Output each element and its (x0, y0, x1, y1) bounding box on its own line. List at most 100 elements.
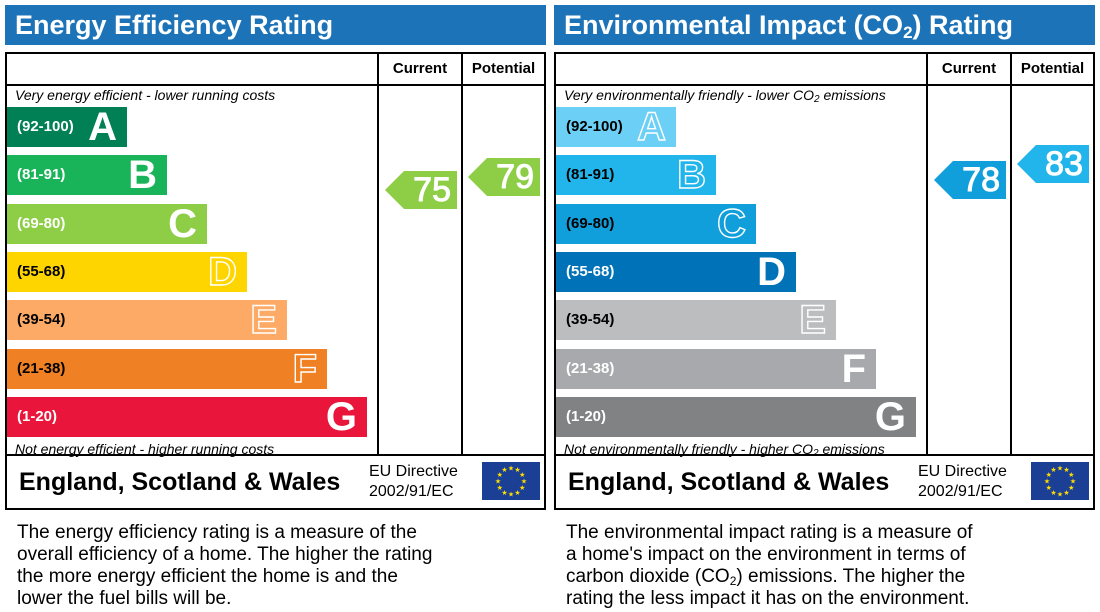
band-letter: E (250, 297, 278, 343)
panel-title: Energy Efficiency Rating (5, 5, 546, 45)
band-range: (39-54) (17, 311, 66, 329)
band-letter: C (716, 201, 746, 246)
svg-text:★: ★ (1050, 466, 1056, 474)
svg-text:★: ★ (1070, 478, 1076, 486)
description-line: the more energy efficient the home is an… (17, 566, 398, 587)
directive-line-1: EU Directive (369, 463, 458, 480)
panel-title: Environmental Impact (CO2) Rating (554, 5, 1095, 45)
current-arrow-shape (934, 161, 1006, 200)
environmental-impact-panel: Environmental Impact (CO2) Rating Curren… (554, 5, 1095, 510)
band-range: (21-38) (17, 359, 66, 377)
potential-rating-arrow: 79 (468, 157, 540, 196)
note-bottom: Not energy efficient - higher running co… (15, 441, 275, 457)
energy-efficiency-description: The energy efficiency rating is a measur… (17, 522, 432, 610)
svg-text:★: ★ (495, 478, 501, 486)
directive-line-2: 2002/91/EC (918, 483, 1003, 500)
band-range: (81-91) (566, 166, 615, 184)
band-letter: F (841, 346, 866, 391)
svg-text:★: ★ (514, 466, 520, 474)
energy-efficiency-panel: Energy Efficiency Rating Current Potenti… (5, 5, 546, 510)
current-rating-value: 78 (962, 161, 1001, 200)
potential-column-header: Potential (1020, 60, 1085, 77)
svg-text:★: ★ (1050, 489, 1056, 497)
rating-band-d: (55-68) D (556, 249, 796, 294)
rating-band-f: (21-38) F (7, 346, 327, 391)
svg-text:★: ★ (1068, 471, 1074, 479)
region-label: England, Scotland & Wales (568, 468, 890, 496)
svg-text:★: ★ (508, 491, 514, 499)
rating-band-d: (55-68) D (7, 249, 247, 295)
current-arrow-shape (385, 171, 457, 210)
svg-text:★: ★ (1046, 484, 1052, 492)
region-label: England, Scotland & Wales (19, 468, 341, 496)
svg-text:★: ★ (1046, 471, 1052, 479)
svg-text:★: ★ (497, 471, 503, 479)
current-column-header: Current (941, 60, 997, 77)
potential-arrow-shape (1017, 144, 1089, 183)
rating-table: Current Potential Very environmentally f… (554, 52, 1095, 510)
current-rating-arrow: 78 (934, 161, 1006, 200)
svg-text:★: ★ (1068, 484, 1074, 492)
eu-directive: EU Directive 2002/91/EC (369, 462, 458, 502)
band-range: (1-20) (566, 407, 607, 425)
rating-band-a: (92-100) A (556, 104, 676, 150)
svg-text:★: ★ (1057, 465, 1063, 473)
potential-rating-value: 79 (496, 157, 535, 196)
svg-text:★: ★ (501, 466, 507, 474)
band-letter: A (88, 105, 117, 149)
rating-band-b: (81-91) B (556, 153, 716, 198)
description-line: lower the fuel bills will be. (17, 588, 232, 609)
rating-band-c: (69-80) C (556, 201, 756, 246)
band-range: (69-80) (17, 214, 66, 232)
band-letter: B (128, 153, 157, 198)
band-range: (39-54) (566, 311, 615, 329)
description-line: overall efficiency of a home. The higher… (17, 544, 433, 565)
rating-band-e: (39-54) E (7, 297, 287, 343)
directive-line-2: 2002/91/EC (369, 483, 454, 500)
band-range: (55-68) (17, 262, 66, 280)
description-line: carbon dioxide (CO2) emissions. The high… (566, 566, 966, 588)
rating-band-c: (69-80) C (7, 202, 207, 246)
eu-flag-icon: ★ ★ ★ ★ ★ ★ ★ ★ ★ ★ ★ ★ (482, 462, 540, 500)
potential-column-header: Potential (471, 60, 536, 77)
current-rating-arrow: 75 (385, 171, 457, 210)
potential-rating-value: 83 (1045, 144, 1084, 183)
svg-text:★: ★ (1044, 478, 1050, 486)
band-range: (81-91) (17, 166, 66, 184)
potential-arrow-shape (468, 157, 540, 196)
note-bottom: Not environmentally friendly - higher CO… (564, 441, 885, 459)
band-range: (92-100) (566, 118, 623, 135)
rating-band-g: (1-20) G (7, 394, 367, 439)
description-line: The environmental impact rating is a mea… (566, 522, 973, 543)
eu-directive: EU Directive 2002/91/EC (918, 462, 1007, 502)
band-range: (1-20) (17, 407, 58, 425)
rating-band-e: (39-54) E (556, 297, 836, 343)
description-line: rating the less impact it has on the env… (566, 588, 970, 609)
description-line: The energy efficiency rating is a measur… (17, 522, 417, 543)
band-letter: G (325, 394, 357, 439)
svg-text:★: ★ (514, 489, 520, 497)
band-range: (21-38) (566, 359, 615, 377)
svg-text:★: ★ (508, 465, 514, 473)
rating-band-b: (81-91) B (7, 153, 167, 198)
note-top: Very environmentally friendly - lower CO… (564, 87, 886, 105)
rating-band-g: (1-20) G (556, 394, 916, 439)
band-range: (92-100) (17, 118, 74, 135)
rating-band-f: (21-38) F (556, 346, 876, 391)
band-range: (69-80) (566, 214, 615, 232)
band-letter: G (874, 394, 906, 439)
potential-rating-arrow: 83 (1017, 144, 1089, 183)
environmental-impact-description: The environmental impact rating is a mea… (566, 522, 973, 610)
band-range: (55-68) (566, 262, 615, 280)
band-letter: A (636, 104, 666, 149)
svg-text:★: ★ (1057, 491, 1063, 499)
current-column-header: Current (392, 60, 448, 77)
eu-flag-icon: ★ ★ ★ ★ ★ ★ ★ ★ ★ ★ ★ ★ (1031, 462, 1089, 500)
svg-text:★: ★ (501, 489, 507, 497)
svg-text:★: ★ (519, 471, 525, 479)
svg-text:★: ★ (497, 484, 503, 492)
svg-text:★: ★ (519, 484, 525, 492)
current-rating-value: 75 (413, 171, 452, 210)
description-line: a home's impact on the environment in te… (566, 544, 966, 565)
band-letter: D (757, 249, 786, 294)
